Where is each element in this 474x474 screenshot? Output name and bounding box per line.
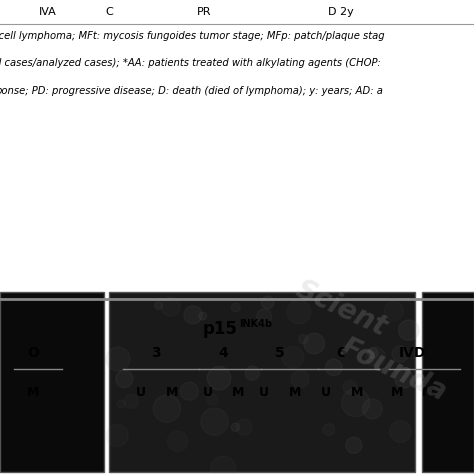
Circle shape xyxy=(261,296,274,309)
Text: -cell lymphoma; MFt: mycosis fungoides tumor stage; MFp: patch/plaque stag: -cell lymphoma; MFt: mycosis fungoides t… xyxy=(0,31,385,41)
Text: Scient: Scient xyxy=(291,275,392,341)
Circle shape xyxy=(395,370,413,388)
Circle shape xyxy=(231,303,240,312)
Circle shape xyxy=(342,389,370,417)
Text: Founda: Founda xyxy=(336,333,451,407)
Circle shape xyxy=(231,423,240,431)
Bar xyxy=(109,292,415,472)
Circle shape xyxy=(367,348,378,358)
Circle shape xyxy=(343,380,357,394)
FancyBboxPatch shape xyxy=(130,108,162,125)
FancyBboxPatch shape xyxy=(338,78,368,92)
Text: U: U xyxy=(202,386,212,399)
Circle shape xyxy=(323,424,335,436)
FancyBboxPatch shape xyxy=(306,111,331,128)
Text: M: M xyxy=(289,386,301,399)
Text: d cases/analyzed cases); *AA: patients treated with alkylating agents (CHOP:: d cases/analyzed cases); *AA: patients t… xyxy=(0,58,381,68)
Circle shape xyxy=(256,309,272,324)
Circle shape xyxy=(106,425,128,447)
Text: IVA: IVA xyxy=(38,7,56,17)
Circle shape xyxy=(291,370,309,388)
Circle shape xyxy=(207,366,231,390)
Circle shape xyxy=(245,366,259,380)
Text: INK4b: INK4b xyxy=(239,319,273,328)
Circle shape xyxy=(398,320,419,340)
Circle shape xyxy=(161,297,180,316)
Circle shape xyxy=(153,395,181,422)
FancyBboxPatch shape xyxy=(257,108,286,124)
Circle shape xyxy=(346,437,362,454)
Text: D 2y: D 2y xyxy=(328,7,354,17)
Text: 5: 5 xyxy=(275,346,284,360)
Text: M: M xyxy=(165,386,178,399)
Circle shape xyxy=(299,335,308,344)
Circle shape xyxy=(201,408,228,435)
Text: M: M xyxy=(27,386,39,399)
Text: ponse; PD: progressive disease; D: death (died of lymphoma); y: years; AD: a: ponse; PD: progressive disease; D: death… xyxy=(0,86,383,96)
Bar xyxy=(422,292,474,472)
Text: M: M xyxy=(421,386,434,399)
Text: p15: p15 xyxy=(202,320,237,338)
Circle shape xyxy=(390,421,411,442)
Circle shape xyxy=(116,370,133,388)
Text: 3: 3 xyxy=(152,346,161,360)
Circle shape xyxy=(392,346,409,362)
Text: M: M xyxy=(391,386,403,399)
Circle shape xyxy=(287,300,311,324)
Circle shape xyxy=(366,347,385,366)
Circle shape xyxy=(180,382,198,400)
Circle shape xyxy=(184,306,202,324)
Circle shape xyxy=(363,399,382,419)
Circle shape xyxy=(106,347,130,371)
Text: 4: 4 xyxy=(218,346,228,360)
FancyBboxPatch shape xyxy=(206,108,232,124)
Text: O: O xyxy=(27,346,39,360)
Circle shape xyxy=(326,359,342,376)
Circle shape xyxy=(304,333,325,354)
Circle shape xyxy=(155,302,163,310)
FancyBboxPatch shape xyxy=(374,78,403,92)
Text: PR: PR xyxy=(197,7,211,17)
Text: C: C xyxy=(105,7,113,17)
Circle shape xyxy=(199,312,207,320)
Text: M: M xyxy=(232,386,245,399)
Text: M: M xyxy=(350,386,363,399)
Text: U: U xyxy=(259,386,269,399)
Text: U: U xyxy=(321,386,331,399)
Bar xyxy=(0,292,104,472)
Text: 6: 6 xyxy=(337,346,346,360)
Text: U: U xyxy=(136,386,146,399)
Text: IVD: IVD xyxy=(399,346,426,360)
